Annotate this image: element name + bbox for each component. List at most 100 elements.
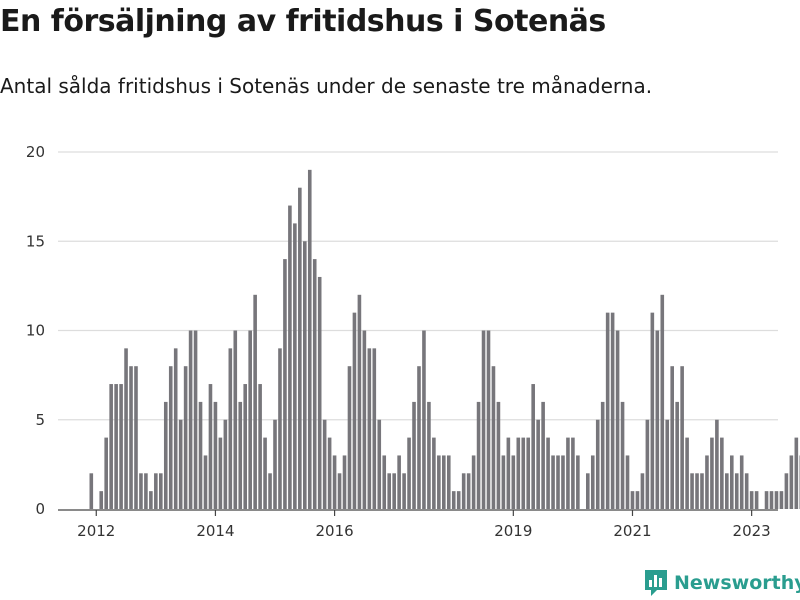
bar [263,437,267,509]
bars [89,169,800,510]
y-tick-label: 15 [26,232,45,250]
bar [685,437,689,509]
bar [412,401,416,509]
bar [720,437,724,509]
page-subtitle: Antal sålda fritidshus i Sotenäs under d… [0,74,653,98]
bar [437,455,441,509]
bar [357,294,362,509]
bar [273,419,277,509]
bar [417,366,421,509]
newsworthy-logo: Newsworthy [643,568,800,598]
bar [149,491,153,509]
bar [298,187,302,509]
bar [154,473,158,509]
bar [168,366,173,509]
bar [243,384,248,509]
bar [680,366,684,509]
bar [754,491,759,509]
bar [576,455,580,509]
bar [89,473,94,509]
bar [387,473,391,509]
bar [471,455,476,509]
bar [774,491,779,509]
bar [784,473,789,509]
bar [422,330,426,509]
bar [139,473,143,509]
bar [511,455,516,509]
bar [432,437,436,509]
brand-name: Newsworthy [674,572,800,594]
bar [332,455,337,509]
bar [605,312,610,509]
bar [744,473,749,509]
x-tick-label: 2023 [733,522,771,540]
bar [620,401,625,509]
bar [630,491,635,509]
bar [640,473,645,509]
bar [392,473,396,509]
bar [556,455,560,509]
bar [218,437,223,509]
bar [789,455,794,509]
bar [615,330,620,509]
bar [715,419,719,509]
x-tick-label: 2014 [196,522,234,540]
y-tick-label: 20 [26,143,45,161]
bar [541,401,545,509]
bar [402,473,406,509]
bar [749,491,754,509]
bar [367,348,372,509]
bar [238,401,243,509]
bar [734,473,739,509]
bar [476,401,481,509]
bar [665,419,670,509]
y-tick-label: 0 [35,500,45,518]
bar [208,384,213,509]
bar [377,419,382,509]
bar [650,312,655,509]
bar [382,455,387,509]
bar [496,401,501,509]
bar [466,473,471,509]
bar [526,437,531,509]
bar [551,455,555,509]
bar [710,437,714,509]
bar [342,455,347,509]
bar [278,348,282,509]
bar [571,437,575,509]
bar [600,401,605,509]
bar [660,294,665,509]
bar [203,455,208,509]
bar [114,384,118,509]
bar [675,401,679,509]
bar [690,473,694,509]
axes: 0510152012012201420162019202120232025 [26,143,778,540]
bar [625,455,630,509]
bar [655,330,660,509]
bar [521,437,526,509]
x-tick-label: 2021 [613,522,651,540]
bar [516,437,521,509]
bar [764,491,769,509]
bar [501,455,506,509]
bar [700,473,704,509]
bar [705,455,709,509]
bar [407,437,411,509]
bar [352,312,357,509]
bar [670,366,674,509]
bar [779,491,784,509]
bar [293,223,297,509]
bar [327,437,332,509]
bar [610,312,615,509]
bar [322,419,327,509]
bar [595,419,600,509]
bar [442,455,446,509]
bar [223,419,228,509]
newsworthy-logo-icon [645,570,667,596]
bar [129,366,133,509]
bar [307,169,312,509]
bar [134,366,138,509]
bar [233,330,238,509]
bar [794,437,799,509]
